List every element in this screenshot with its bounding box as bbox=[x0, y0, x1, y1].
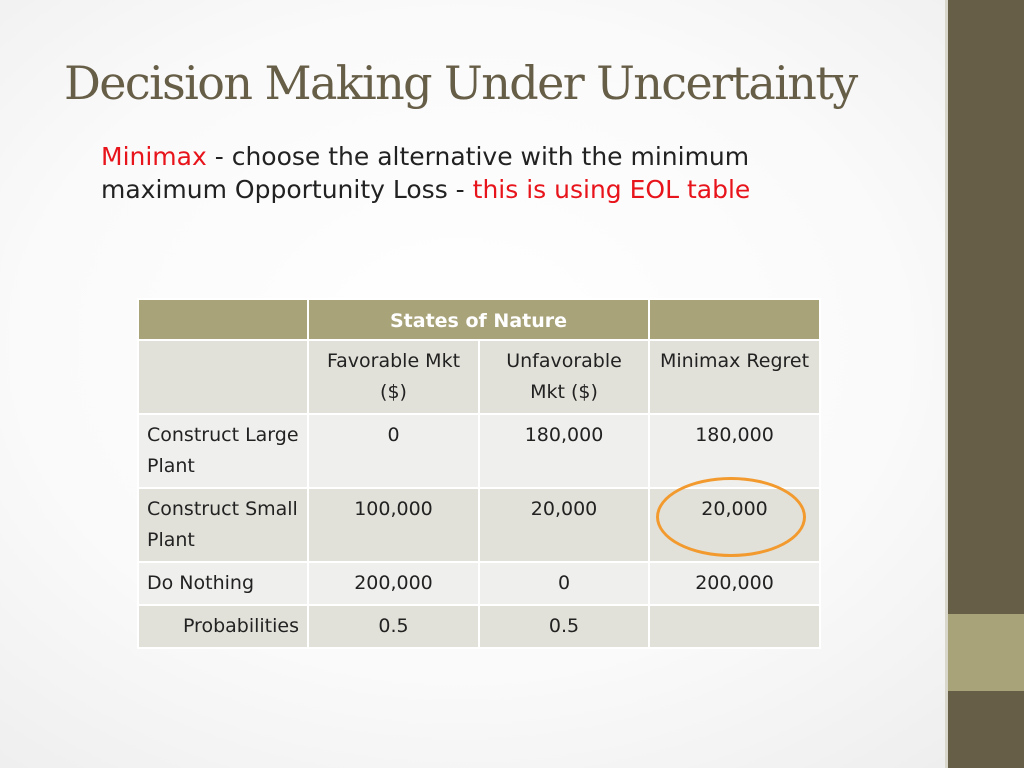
table-row: Construct Large Plant 0 180,000 180,000 bbox=[137, 413, 822, 489]
minimax-term: Minimax bbox=[101, 142, 207, 171]
column-header-empty bbox=[137, 339, 309, 415]
slide-title: Decision Making Under Uncertainty bbox=[64, 56, 858, 110]
table-header-row: States of Nature bbox=[137, 298, 822, 341]
sidebar-accent-block bbox=[948, 614, 1024, 691]
probabilities-label: Probabilities bbox=[137, 604, 309, 649]
favorable-market-header: Favorable Mkt ($) bbox=[307, 339, 480, 415]
regret-value: 180,000 bbox=[648, 413, 822, 489]
row-label: Construct Small Plant bbox=[137, 487, 309, 563]
unfavorable-probability: 0.5 bbox=[477, 604, 651, 649]
regret-value: 200,000 bbox=[648, 561, 822, 606]
unfavorable-value: 180,000 bbox=[477, 413, 651, 489]
slide-subtitle: Minimax - choose the alternative with th… bbox=[101, 140, 861, 206]
table-row: Do Nothing 200,000 0 200,000 bbox=[137, 561, 822, 606]
favorable-value: 200,000 bbox=[307, 561, 480, 606]
probabilities-row: Probabilities 0.5 0.5 bbox=[137, 604, 822, 649]
column-header-row: Favorable Mkt ($) Unfavorable Mkt ($) Mi… bbox=[137, 339, 822, 415]
minimax-regret-header: Minimax Regret bbox=[648, 339, 822, 415]
unfavorable-value: 0 bbox=[477, 561, 651, 606]
favorable-probability: 0.5 bbox=[307, 604, 480, 649]
favorable-value: 0 bbox=[307, 413, 480, 489]
row-label: Construct Large Plant bbox=[137, 413, 309, 489]
regret-probability-empty bbox=[648, 604, 822, 649]
sidebar-divider bbox=[945, 0, 948, 768]
table-row: Construct Small Plant 100,000 20,000 20,… bbox=[137, 487, 822, 563]
unfavorable-market-header: Unfavorable Mkt ($) bbox=[477, 339, 651, 415]
unfavorable-value: 20,000 bbox=[477, 487, 651, 563]
eol-table-note: this is using EOL table bbox=[472, 175, 751, 204]
row-label: Do Nothing bbox=[137, 561, 309, 606]
favorable-value: 100,000 bbox=[307, 487, 480, 563]
regret-table: States of Nature Favorable Mkt ($) Unfav… bbox=[137, 298, 822, 649]
states-of-nature-header: States of Nature bbox=[306, 298, 651, 341]
subtitle-line2-text: maximum Opportunity Loss - bbox=[101, 175, 473, 204]
header-empty-cell bbox=[137, 298, 309, 341]
header-empty-cell bbox=[648, 298, 822, 341]
regret-value-highlighted: 20,000 bbox=[648, 487, 822, 563]
subtitle-line1-text: - choose the alternative with the minimu… bbox=[206, 142, 750, 171]
